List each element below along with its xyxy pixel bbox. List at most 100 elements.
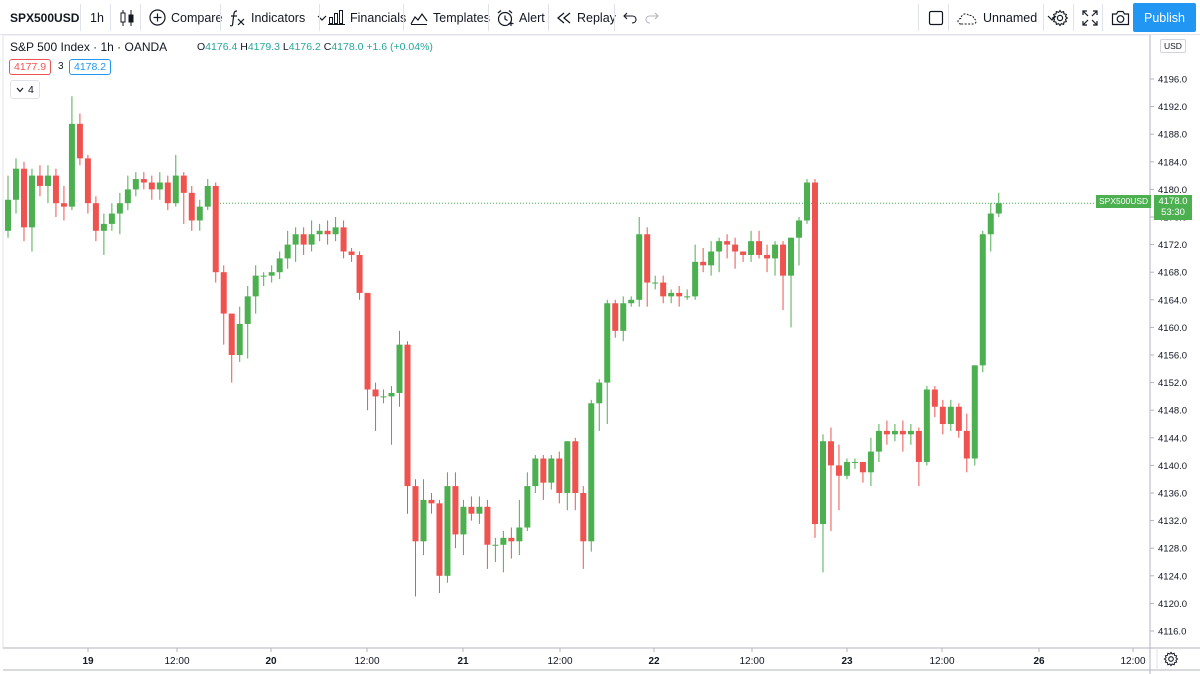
candle-body[interactable]: [300, 234, 307, 245]
candle-body[interactable]: [268, 272, 275, 276]
candle-body[interactable]: [460, 506, 467, 535]
candle-body[interactable]: [660, 282, 667, 297]
candle-body[interactable]: [68, 123, 75, 207]
candle-body[interactable]: [292, 234, 299, 245]
candle-body[interactable]: [140, 179, 147, 183]
candle-body[interactable]: [612, 303, 619, 331]
candle-body[interactable]: [108, 213, 115, 224]
candle-body[interactable]: [404, 344, 411, 487]
candle-body[interactable]: [827, 441, 834, 466]
candle-body[interactable]: [372, 389, 379, 397]
candle-body[interactable]: [580, 493, 587, 542]
candle-body[interactable]: [28, 175, 35, 228]
candle-body[interactable]: [116, 203, 123, 214]
candle-body[interactable]: [772, 244, 779, 259]
candle-body[interactable]: [995, 203, 1002, 214]
candle-body[interactable]: [716, 241, 723, 252]
candle-body[interactable]: [804, 182, 810, 221]
candle-body[interactable]: [428, 499, 435, 504]
candle-body[interactable]: [12, 168, 19, 200]
compare-button[interactable]: Compare: [143, 3, 228, 32]
candle-body[interactable]: [811, 182, 818, 525]
candle-body[interactable]: [508, 537, 515, 542]
candle-body[interactable]: [348, 251, 355, 255]
candle-body[interactable]: [236, 323, 243, 355]
candle-body[interactable]: [644, 234, 651, 283]
buy-price-button[interactable]: 4178.2: [69, 59, 112, 75]
plot-area[interactable]: [2, 35, 1151, 649]
candle-body[interactable]: [260, 275, 267, 277]
candle-body[interactable]: [436, 503, 443, 576]
candle-body[interactable]: [228, 313, 235, 355]
chart-settings-button[interactable]: [1163, 651, 1179, 672]
candle-body[interactable]: [780, 244, 787, 276]
candle-body[interactable]: [891, 430, 898, 435]
screenshot-button[interactable]: [1105, 3, 1136, 32]
templates-button[interactable]: Templates: [404, 3, 496, 32]
candle-body[interactable]: [156, 182, 163, 190]
candle-body[interactable]: [979, 234, 986, 366]
candle-body[interactable]: [684, 296, 691, 298]
candle-body[interactable]: [5, 199, 11, 231]
candle-body[interactable]: [132, 179, 139, 190]
fullscreen-button[interactable]: [1076, 3, 1104, 32]
financials-button[interactable]: Financials: [322, 3, 412, 32]
candle-body[interactable]: [252, 275, 259, 297]
candle-body[interactable]: [388, 392, 395, 397]
candle-body[interactable]: [396, 344, 403, 393]
layout-menu-button[interactable]: Unnamed: [950, 3, 1063, 32]
candle-body[interactable]: [620, 303, 627, 331]
candle-body[interactable]: [652, 282, 659, 284]
candle-body[interactable]: [124, 189, 131, 204]
candle-body[interactable]: [596, 382, 603, 404]
candle-body[interactable]: [412, 486, 419, 542]
candle-body[interactable]: [92, 203, 99, 231]
candle-body[interactable]: [516, 527, 523, 542]
candle-body[interactable]: [843, 461, 850, 476]
candle-body[interactable]: [148, 182, 155, 190]
candle-body[interactable]: [556, 458, 563, 494]
candle-body[interactable]: [835, 465, 842, 476]
redo-button[interactable]: [639, 3, 665, 32]
candle-body[interactable]: [172, 175, 179, 204]
candle-body[interactable]: [859, 461, 866, 473]
chart-style-button[interactable]: [113, 3, 141, 32]
candle-body[interactable]: [500, 537, 507, 545]
candle-body[interactable]: [899, 430, 906, 435]
candle-body[interactable]: [588, 403, 595, 542]
candle-body[interactable]: [164, 182, 171, 204]
candle-body[interactable]: [220, 272, 227, 314]
chart-container[interactable]: 4196.04192.04188.04184.04180.04176.04172…: [0, 35, 1200, 674]
candle-body[interactable]: [188, 192, 195, 221]
candle-body[interactable]: [875, 430, 882, 452]
candle-body[interactable]: [708, 251, 715, 266]
publish-button[interactable]: Publish: [1133, 3, 1196, 32]
candle-body[interactable]: [740, 251, 747, 255]
indicators-collapse-button[interactable]: 4: [10, 80, 40, 99]
candle-body[interactable]: [484, 506, 491, 545]
symbol-search-button[interactable]: SPX500USD: [10, 10, 80, 25]
candle-body[interactable]: [444, 486, 451, 576]
candle-body[interactable]: [923, 389, 930, 462]
replay-button[interactable]: Replay: [550, 3, 622, 32]
candle-body[interactable]: [867, 451, 874, 473]
candle-body[interactable]: [380, 396, 387, 398]
candle-body[interactable]: [196, 206, 203, 221]
candle-body[interactable]: [204, 185, 211, 207]
candle-body[interactable]: [748, 241, 755, 255]
interval-button[interactable]: 1h: [90, 10, 104, 25]
series-title[interactable]: S&P 500 Index · 1h · OANDA: [10, 40, 168, 54]
candle-body[interactable]: [324, 230, 331, 235]
candle-body[interactable]: [572, 441, 579, 493]
candle-body[interactable]: [84, 158, 91, 204]
candle-body[interactable]: [76, 123, 83, 159]
candle-body[interactable]: [548, 458, 555, 483]
candle-body[interactable]: [540, 458, 547, 483]
candle-body[interactable]: [52, 175, 59, 204]
candle-body[interactable]: [915, 430, 922, 462]
candle-body[interactable]: [700, 261, 707, 266]
candle-body[interactable]: [524, 486, 531, 528]
candle-body[interactable]: [604, 303, 611, 383]
candle-body[interactable]: [476, 506, 483, 514]
candle-body[interactable]: [564, 441, 571, 493]
